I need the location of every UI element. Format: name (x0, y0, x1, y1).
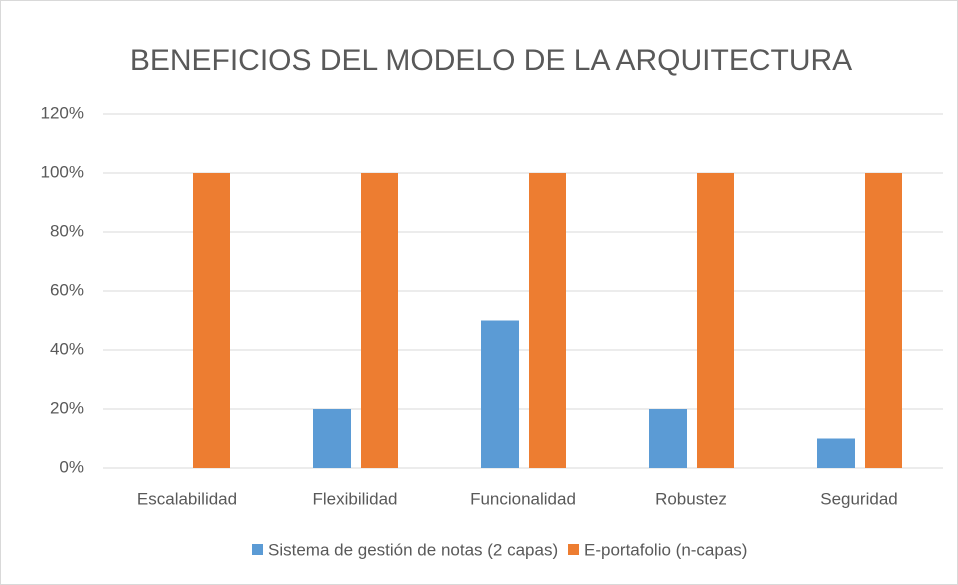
y-tick-label: 100% (41, 162, 84, 181)
bar (193, 173, 230, 468)
legend-label: E-portafolio (n-capas) (584, 540, 747, 559)
legend-label: Sistema de gestión de notas (2 capas) (268, 540, 558, 559)
y-tick-label: 0% (59, 457, 84, 476)
x-tick-label: Escalabilidad (137, 489, 237, 508)
legend-swatch (252, 544, 263, 555)
bar (361, 173, 398, 468)
bar (529, 173, 566, 468)
x-tick-label: Funcionalidad (470, 489, 576, 508)
bar (481, 320, 519, 468)
x-tick-label: Seguridad (820, 489, 898, 508)
y-tick-label: 20% (50, 398, 84, 417)
x-tick-label: Robustez (655, 489, 727, 508)
y-tick-label: 120% (41, 103, 84, 122)
y-tick-label: 60% (50, 280, 84, 299)
legend-swatch (568, 544, 579, 555)
bar (817, 438, 855, 468)
x-tick-label: Flexibilidad (312, 489, 397, 508)
bar (697, 173, 734, 468)
bar (865, 173, 902, 468)
bar (649, 409, 687, 468)
y-tick-label: 80% (50, 221, 84, 240)
chart-title: BENEFICIOS DEL MODELO DE LA ARQUITECTURA (130, 44, 852, 77)
bar (313, 409, 351, 468)
y-tick-label: 40% (50, 339, 84, 358)
